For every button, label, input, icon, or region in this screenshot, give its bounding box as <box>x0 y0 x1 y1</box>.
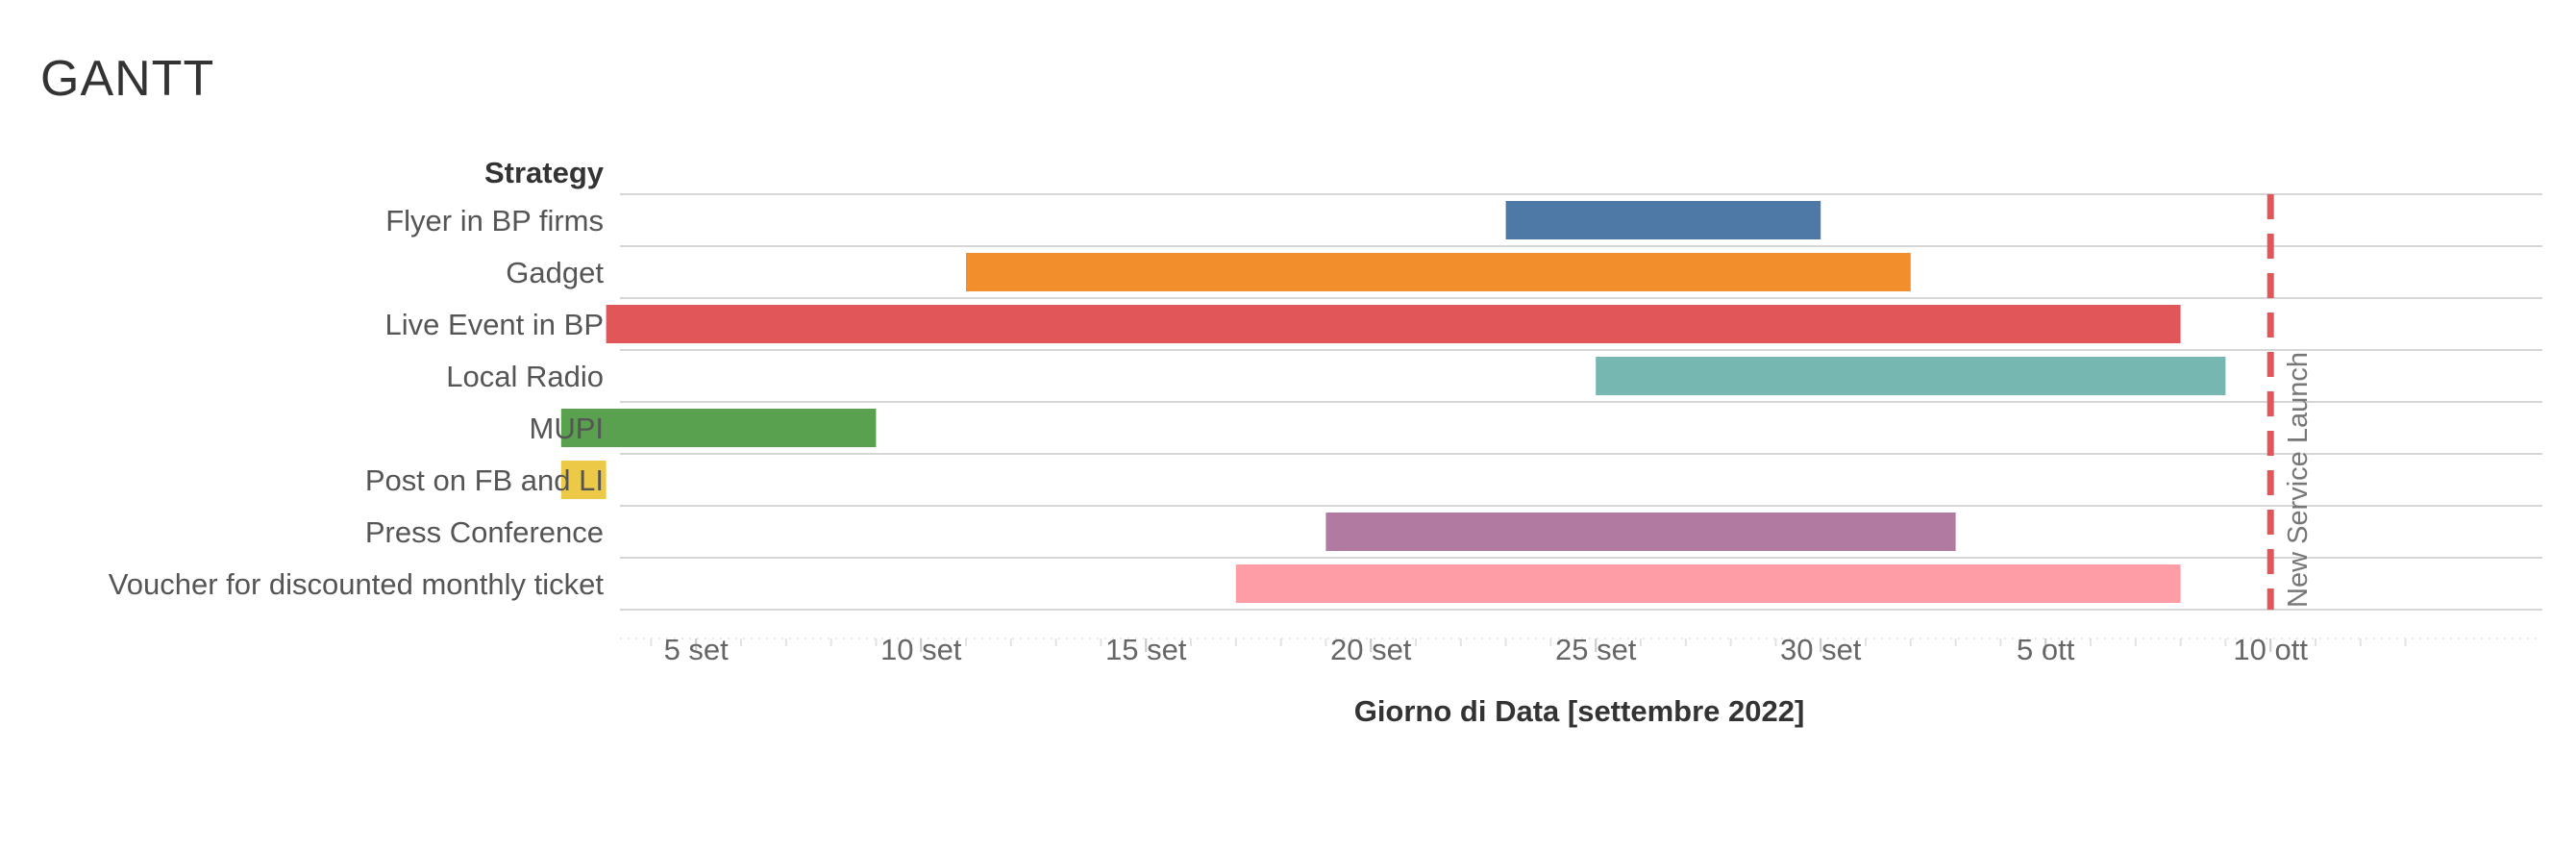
gantt-bar <box>1505 201 1821 239</box>
gantt-bar <box>966 253 1911 291</box>
row-labels: Flyer in BP firms Gadget Live Event in BP L… <box>109 204 605 601</box>
x-axis-title: Giorno di Data [settembre 2022] <box>1354 694 1805 728</box>
x-tick-label: 15 set <box>1105 633 1187 666</box>
x-tick-label: 10 ott <box>2233 633 2308 666</box>
reference-line-label: New Service Launch <box>2283 352 2314 608</box>
x-tick-label: 10 set <box>880 633 962 666</box>
gantt-bar <box>606 305 2181 343</box>
row-label: Gadget <box>506 256 604 289</box>
x-axis-ticks: 5 set 10 set 15 set 20 set 25 set 30 set 5 ott… <box>650 633 2407 666</box>
gantt-bar <box>560 461 607 499</box>
row-label: Press Conference <box>365 515 604 549</box>
x-tick-label: 20 set <box>1330 633 1412 666</box>
x-tick-label: 5 set <box>664 633 730 666</box>
x-tick-label: 30 set <box>1780 633 1862 666</box>
gantt-bar <box>560 409 877 447</box>
gantt-bar <box>1235 564 2181 603</box>
gantt-bar <box>1596 357 2226 395</box>
reference-line-group: New Service Launch <box>2266 194 2314 610</box>
row-label: Voucher for discounted monthly ticket <box>109 567 605 601</box>
row-label: MUPI <box>530 412 605 445</box>
row-header-strategy: Strategy <box>484 156 605 189</box>
gantt-bars <box>560 201 2226 603</box>
row-label: Flyer in BP firms <box>385 204 604 238</box>
row-grid-lines <box>620 193 2542 639</box>
row-label: Local Radio <box>446 360 604 393</box>
x-tick-label: 5 ott <box>2017 633 2075 666</box>
chart-title: GANTT <box>40 51 215 107</box>
x-tick-label: 25 set <box>1555 633 1637 666</box>
row-label: Post on FB and LI <box>365 463 604 497</box>
gantt-bar <box>1325 513 1956 551</box>
row-label: Live Event in BP <box>385 308 604 341</box>
